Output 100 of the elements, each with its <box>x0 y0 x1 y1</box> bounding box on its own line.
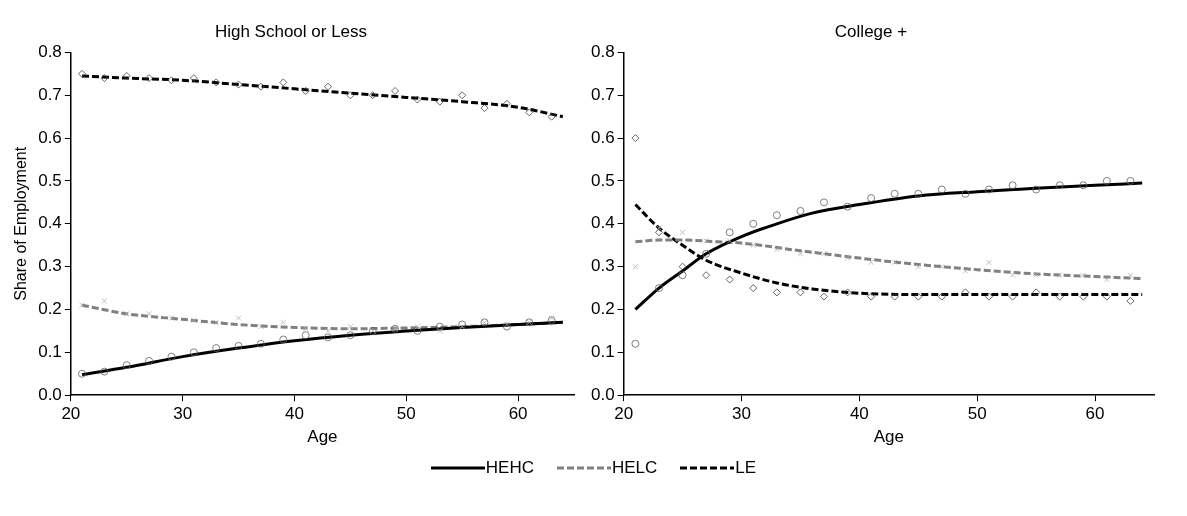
legend-label: LE <box>735 458 757 478</box>
point <box>78 369 86 378</box>
point <box>234 342 243 350</box>
chart-title: College + <box>834 21 908 41</box>
point <box>79 302 85 309</box>
point <box>257 339 265 348</box>
point <box>796 207 805 215</box>
point <box>1079 292 1088 301</box>
x-tick-label: 40 <box>285 404 304 424</box>
point <box>1080 272 1087 279</box>
point <box>773 246 780 253</box>
point <box>122 72 131 80</box>
point <box>890 189 899 198</box>
point <box>146 310 152 317</box>
point <box>145 357 153 365</box>
point <box>678 262 687 271</box>
point <box>100 74 109 83</box>
point <box>843 288 852 297</box>
point <box>655 228 663 237</box>
y-tick-label: 0.4 <box>590 213 615 233</box>
x-tick-label: 20 <box>614 404 634 424</box>
point <box>1032 288 1041 297</box>
point <box>844 255 851 261</box>
point <box>435 322 444 331</box>
point <box>213 319 220 326</box>
y-tick-label: 0.4 <box>38 213 62 233</box>
point <box>1055 292 1064 301</box>
point <box>168 315 175 321</box>
point <box>503 99 511 108</box>
point <box>414 323 421 330</box>
point <box>100 367 109 376</box>
point <box>547 316 556 325</box>
point <box>655 284 663 292</box>
point <box>346 331 355 340</box>
point <box>890 292 899 301</box>
point <box>212 344 221 352</box>
point <box>436 328 443 334</box>
x-tick-label: 30 <box>732 404 751 424</box>
y-tick-label: 0.3 <box>590 256 615 276</box>
point <box>937 185 946 194</box>
point <box>678 271 687 280</box>
point <box>725 228 734 237</box>
point <box>547 112 556 121</box>
point <box>1126 177 1135 185</box>
y-tick-label: 0.6 <box>38 127 62 147</box>
point <box>961 189 970 198</box>
point <box>820 292 828 301</box>
y-tick-label: 0.1 <box>38 342 62 362</box>
point <box>258 323 264 330</box>
point <box>1127 272 1134 279</box>
x-tick-label: 50 <box>396 404 416 424</box>
point <box>1056 272 1063 279</box>
point <box>212 78 221 87</box>
point <box>279 335 288 344</box>
point <box>937 292 946 301</box>
point <box>961 288 970 297</box>
y-tick-label: 0.0 <box>38 384 62 404</box>
y-tick-label: 0.2 <box>590 299 615 319</box>
point <box>702 249 711 258</box>
point <box>302 325 309 332</box>
line-series <box>633 238 1144 281</box>
point <box>1032 185 1041 194</box>
y-axis-title: Share of Employment <box>12 146 30 301</box>
point <box>1055 181 1064 190</box>
point <box>749 219 758 228</box>
point <box>986 259 992 266</box>
point <box>101 298 108 304</box>
x-tick-label: 60 <box>508 404 528 424</box>
point <box>1102 292 1111 301</box>
point <box>78 69 86 78</box>
point <box>167 76 176 85</box>
point <box>122 361 131 370</box>
point <box>189 348 198 357</box>
point <box>234 80 243 89</box>
point <box>413 327 422 335</box>
point <box>435 97 444 106</box>
point <box>324 333 332 342</box>
chart-title: High School or Less <box>214 21 368 41</box>
x-tick-label: 40 <box>849 404 869 424</box>
point <box>632 263 639 270</box>
point <box>1126 297 1135 305</box>
point <box>1103 276 1110 283</box>
point <box>257 82 265 91</box>
legend-label: HELC <box>612 458 658 478</box>
point <box>914 189 923 198</box>
point <box>867 194 876 202</box>
point <box>301 331 310 340</box>
y-tick-label: 0.5 <box>590 170 615 190</box>
line-series <box>633 181 1144 311</box>
point <box>843 202 852 211</box>
y-tick-label: 0.3 <box>38 256 62 276</box>
point <box>413 95 422 104</box>
point <box>772 288 781 297</box>
point <box>985 292 993 301</box>
point <box>1008 181 1017 190</box>
x-tick-label: 30 <box>173 404 193 424</box>
legend-label: HEHC <box>485 458 534 478</box>
point <box>145 74 153 83</box>
y-tick-label: 0.7 <box>38 84 62 104</box>
y-tick-label: 0.1 <box>590 342 615 362</box>
